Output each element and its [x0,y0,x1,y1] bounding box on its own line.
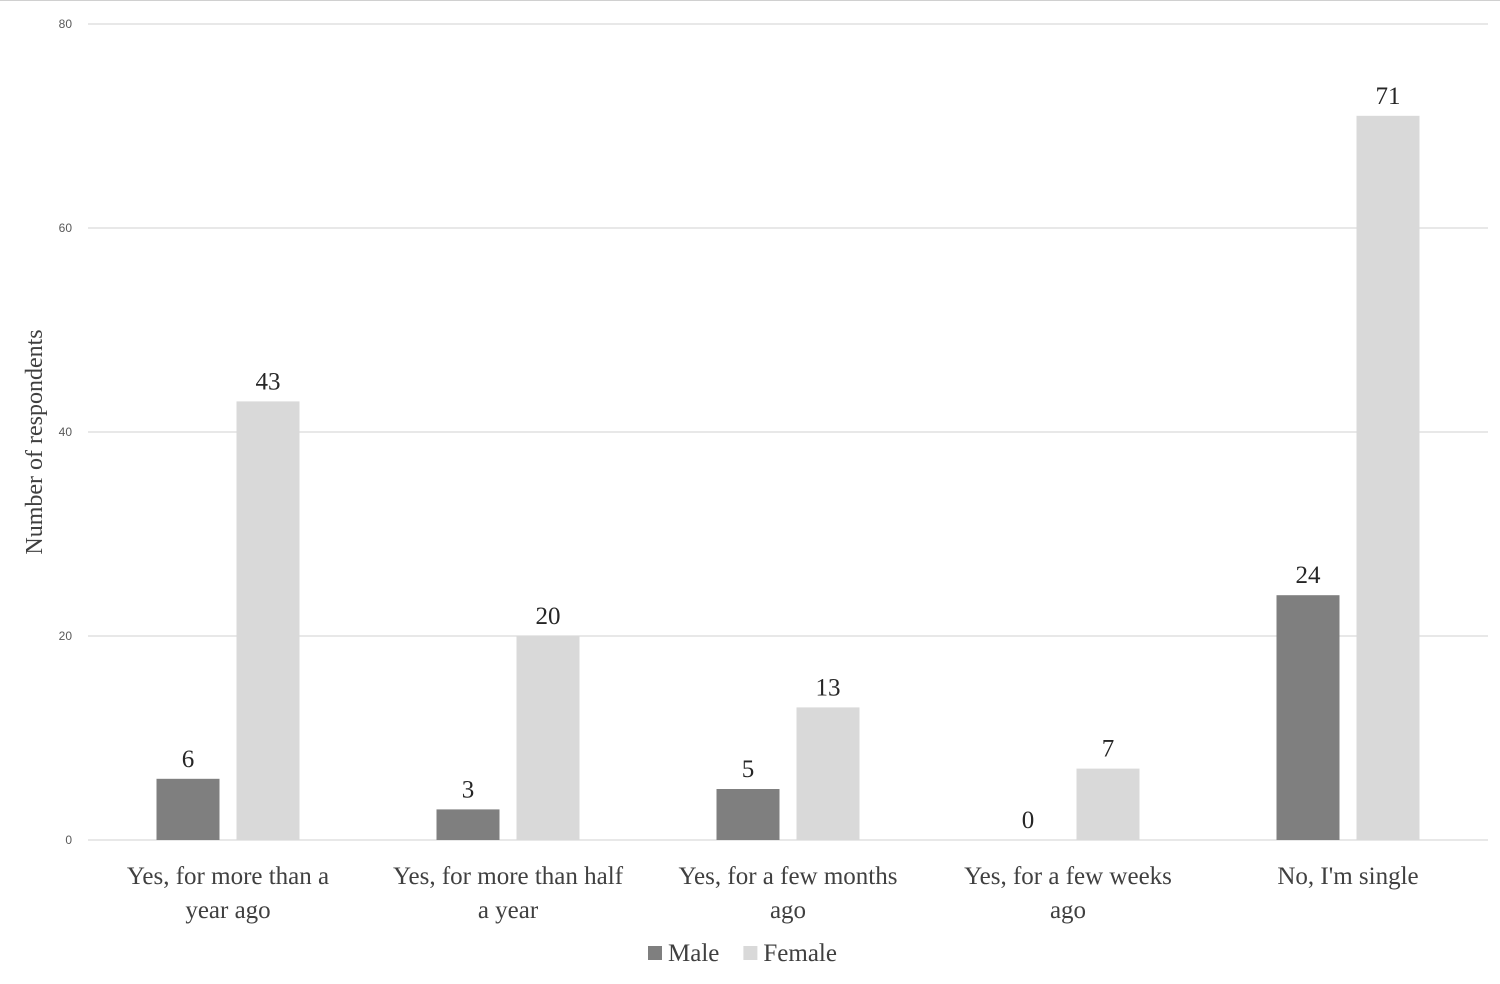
x-category-label: Yes, for more than half [393,863,624,890]
x-category-label: No, I'm single [1277,863,1418,890]
data-label: 24 [1296,562,1322,589]
bar-female [796,707,860,840]
chart-frame-top-border [0,0,1500,3]
data-label: 20 [536,603,561,630]
x-category-label: a year [478,897,539,924]
bar-male [156,778,220,840]
data-label: 5 [742,756,755,783]
data-label: 6 [182,746,195,773]
y-tick-label: 40 [59,425,73,439]
x-category-label: Yes, for more than a [127,863,329,890]
bar-male [1276,595,1340,840]
data-label: 43 [256,368,281,395]
y-tick-label: 0 [65,833,72,847]
legend-label-female: Female [763,940,837,967]
bar-female [1076,768,1140,840]
y-tick-label: 20 [59,629,73,643]
y-tick-label: 60 [59,221,73,235]
x-category-label: Yes, for a few months [679,863,898,890]
y-axis-title: Number of respondents [22,329,48,554]
x-category-label: Yes, for a few weeks [964,863,1172,890]
data-label: 13 [816,674,841,701]
x-category-label: year ago [185,897,270,924]
x-category-label: ago [770,897,806,924]
bar-female [1356,115,1420,841]
y-tick-label: 80 [59,17,73,31]
data-label: 71 [1376,83,1401,110]
legend-swatch-female [743,946,758,960]
legend-label-male: Male [668,940,719,967]
bar-female [516,636,580,840]
data-label: 0 [1022,807,1035,834]
legend-swatch-male [648,946,662,960]
x-category-label: ago [1050,897,1086,924]
data-label: 3 [462,776,475,803]
bar-male [436,809,500,840]
data-label: 7 [1102,736,1115,763]
bar-male [716,789,780,840]
bar-female [236,401,300,840]
